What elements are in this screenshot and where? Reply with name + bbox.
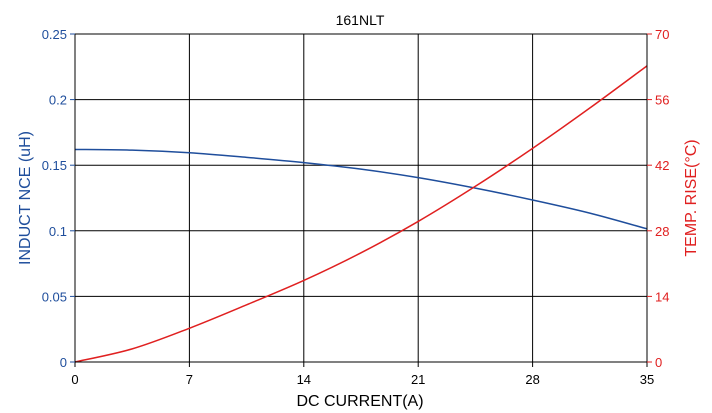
y-right-tick-label: 14	[655, 289, 669, 304]
y-left-tick-label: 0.25	[42, 27, 67, 42]
y-right-tick-label: 56	[655, 93, 669, 108]
grid-lines	[75, 34, 647, 362]
y-right-tick-label: 70	[655, 27, 669, 42]
y-left-tick-label: 0.1	[49, 224, 67, 239]
y-left-tick-label: 0.2	[49, 93, 67, 108]
temperature-rise-line	[74, 65, 648, 363]
y-left-axis-title: INDUCT NCE (uH)	[17, 131, 34, 265]
y-left-tick-labels: 0 0.05 0.1 0.15 0.2 0.25	[42, 27, 75, 370]
inductance-line	[74, 148, 648, 230]
x-tick-label: 14	[297, 372, 311, 387]
x-tick-label: 0	[71, 372, 78, 387]
x-tick-labels: 0 7 14 21 28 35	[71, 362, 654, 387]
x-tick-label: 21	[411, 372, 425, 387]
y-right-tick-labels: 0 14 28 42 56 70	[647, 27, 669, 370]
x-tick-label: 7	[186, 372, 193, 387]
y-right-tick-label: 42	[655, 158, 669, 173]
y-right-tick-label: 28	[655, 224, 669, 239]
x-tick-label: 35	[640, 372, 654, 387]
y-left-tick-label: 0.15	[42, 158, 67, 173]
y-right-tick-label: 0	[655, 355, 662, 370]
series-lines	[74, 65, 648, 363]
plot-frame	[74, 33, 648, 363]
y-right-axis-title: TEMP. RISE(°C)	[683, 139, 700, 256]
x-axis-title: DC CURRENT(A)	[296, 393, 423, 410]
x-tick-label: 28	[525, 372, 539, 387]
y-left-tick-label: 0	[60, 355, 67, 370]
chart-title: 161NLT	[336, 12, 385, 28]
y-left-tick-label: 0.05	[42, 289, 67, 304]
